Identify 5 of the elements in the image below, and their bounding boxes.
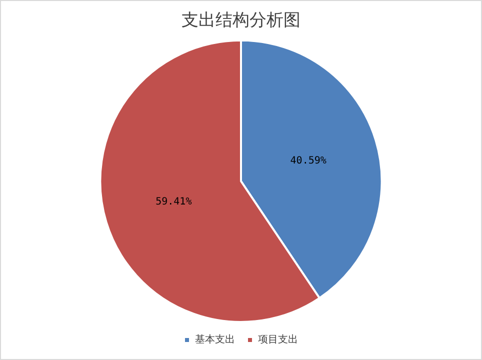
- legend-label: 基本支出: [195, 334, 235, 346]
- legend-label: 项目支出: [258, 334, 298, 346]
- data-label: 59.41%: [156, 196, 192, 208]
- chart-title: 支出结构分析图: [182, 10, 300, 31]
- data-label: 40.59%: [290, 155, 326, 166]
